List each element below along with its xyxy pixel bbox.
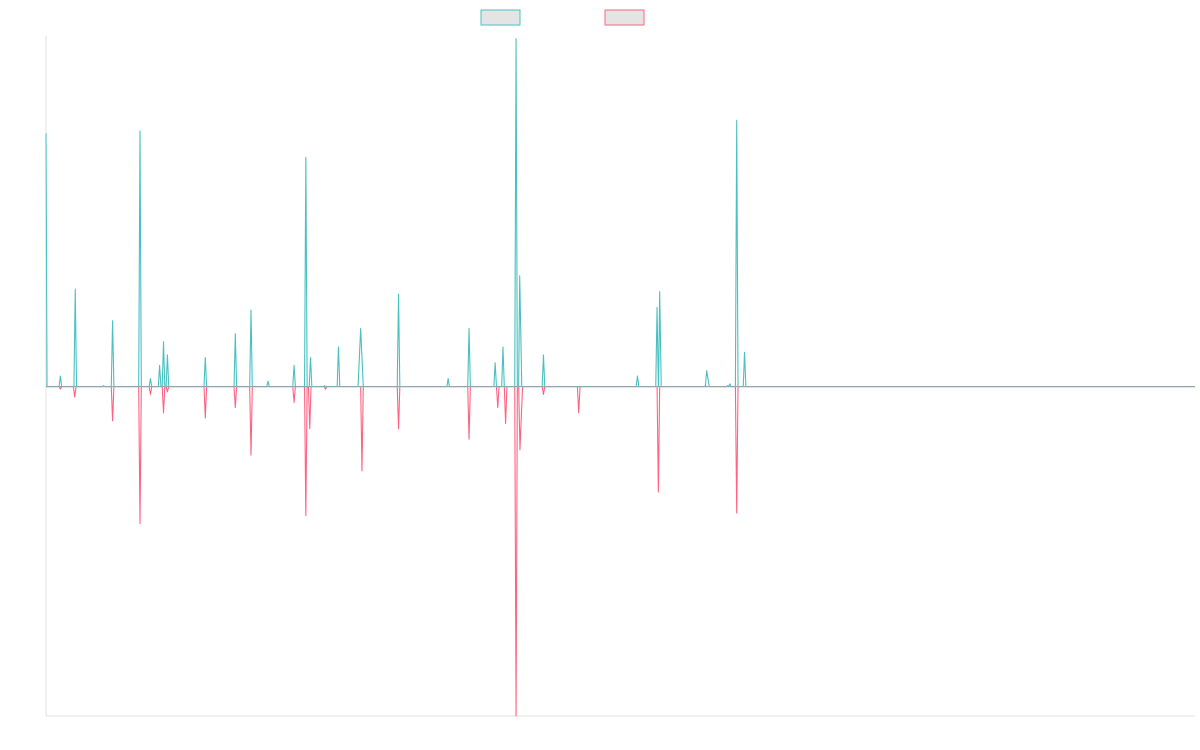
legend-swatch-1 — [480, 9, 521, 26]
legend-swatch-2 — [604, 9, 645, 26]
series-line-2 — [46, 385, 1195, 717]
series-line-1 — [45, 38, 1195, 388]
